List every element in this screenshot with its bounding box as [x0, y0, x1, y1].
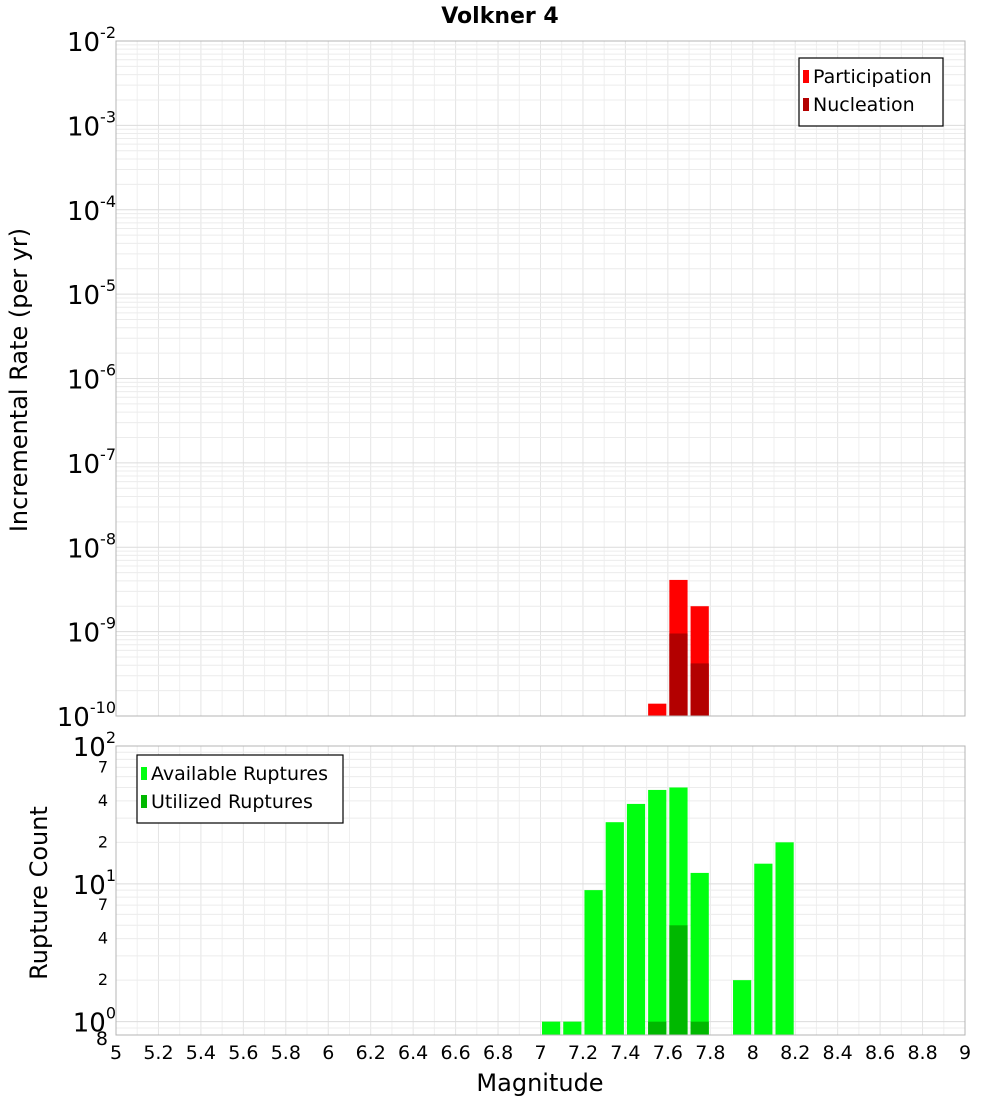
x-tick-label: 5.6: [228, 1042, 258, 1064]
bottom-bar: [563, 1021, 582, 1035]
x-tick-label: 6.6: [440, 1042, 470, 1064]
x-axis-label: Magnitude: [476, 1069, 603, 1097]
bottom-series-1: [648, 925, 709, 1035]
x-tick-label: 5.2: [143, 1042, 173, 1064]
top-legend-entry: Participation: [813, 66, 932, 88]
top-y-tick-label: 10-10: [57, 698, 116, 733]
x-tick-label: 5.8: [271, 1042, 301, 1064]
x-tick-label: 8: [747, 1042, 759, 1064]
bottom-bar: [542, 1021, 561, 1035]
top-series-1: [669, 633, 709, 716]
bottom-y-axis-label: Rupture Count: [25, 806, 53, 980]
x-tick-label: 9: [959, 1042, 971, 1064]
x-tick-label: 7: [534, 1042, 546, 1064]
x-tick-label: 6: [322, 1042, 334, 1064]
bottom-y-tick-label: 100: [73, 1004, 116, 1039]
x-tick-label: 8.6: [865, 1042, 895, 1064]
bottom-y-minor-tick-label: 2: [98, 970, 108, 989]
top-y-tick-label: 10-7: [67, 445, 116, 480]
bottom-legend-entry: Available Ruptures: [151, 763, 328, 785]
bottom-frame: [115, 745, 966, 1036]
top-grid: [115, 40, 966, 717]
x-tick-label: 7.6: [653, 1042, 683, 1064]
bottom-legend-swatch: [141, 767, 147, 780]
top-y-tick-label: 10-4: [67, 192, 116, 227]
x-tick-label: 7.4: [610, 1042, 640, 1064]
top-y-tick-label: 10-2: [67, 23, 116, 58]
bottom-bar: [690, 872, 709, 1035]
top-plot-incremental-rate: Participation Nucleation 10-10 10-9 10-8 10-7…: [57, 23, 966, 733]
top-y-tick-label: 10-5: [67, 276, 116, 311]
top-legend-swatch: [803, 70, 809, 83]
bottom-bar: [605, 822, 624, 1035]
top-legend: Participation Nucleation: [798, 57, 944, 127]
bottom-y-tick-label: 102: [73, 728, 116, 763]
bottom-bar: [669, 925, 688, 1035]
bottom-bar: [626, 803, 646, 1035]
top-y-axis-label: Incremental Rate (per yr): [5, 228, 33, 532]
bottom-bar: [775, 842, 794, 1035]
top-legend-box: [798, 57, 944, 127]
bottom-y-minor-tick-label: 2: [98, 832, 108, 851]
bottom-bar: [754, 863, 773, 1035]
bottom-y-minor-tick-label: 8: [96, 1028, 108, 1050]
x-tick-label: 6.4: [398, 1042, 428, 1064]
bottom-legend-box: [136, 754, 344, 824]
bottom-legend-entry: Utilized Ruptures: [151, 791, 313, 813]
bottom-bar: [584, 890, 603, 1035]
x-tick-label: 8.4: [823, 1042, 853, 1064]
bottom-bar: [648, 1021, 667, 1035]
top-bar: [648, 703, 667, 716]
bottom-y-minor-tick-label: 7: [98, 895, 108, 914]
x-tick-label: 7.2: [568, 1042, 598, 1064]
bottom-y-minor-tick-label: 4: [98, 791, 108, 810]
top-y-tick-label: 10-6: [67, 361, 116, 396]
top-frame: [115, 40, 966, 717]
chart-title: Volkner 4: [441, 4, 559, 29]
x-tick-label: 7.8: [695, 1042, 725, 1064]
top-bar: [669, 633, 688, 716]
x-tick-label: 6.8: [483, 1042, 513, 1064]
bottom-legend: Available Ruptures Utilized Ruptures: [136, 754, 344, 824]
bottom-legend-swatch: [141, 795, 147, 808]
top-y-tick-label: 10-8: [67, 529, 116, 564]
x-tick-label: 5.4: [186, 1042, 216, 1064]
x-tick-label: 6.2: [356, 1042, 386, 1064]
bottom-bar: [690, 1021, 709, 1035]
bottom-bar: [648, 789, 667, 1035]
bottom-y-minor-tick-label: 7: [98, 757, 108, 776]
bottom-y-tick-label: 101: [73, 866, 116, 901]
x-tick-label: 8.8: [907, 1042, 937, 1064]
bottom-y-minor-tick-label: 4: [98, 929, 108, 948]
top-y-tick-label: 10-3: [67, 107, 116, 142]
bottom-plot-rupture-count: Available Ruptures Utilized Ruptures 100 10…: [73, 728, 971, 1064]
x-tick-label: 5: [110, 1042, 122, 1064]
top-legend-swatch: [803, 98, 809, 111]
top-y-tick-label: 10-9: [67, 614, 116, 649]
bottom-bar: [733, 980, 752, 1035]
top-legend-entry: Nucleation: [813, 94, 915, 116]
x-tick-label: 8.2: [780, 1042, 810, 1064]
top-bar: [690, 663, 709, 716]
